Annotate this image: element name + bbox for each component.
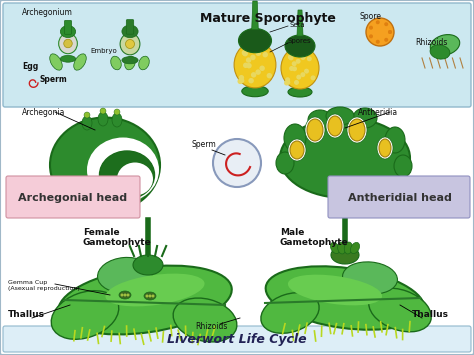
Ellipse shape <box>350 242 360 253</box>
Text: Spore: Spore <box>360 12 382 21</box>
Circle shape <box>242 51 248 56</box>
Ellipse shape <box>173 298 237 342</box>
FancyBboxPatch shape <box>3 3 471 107</box>
Ellipse shape <box>379 139 391 157</box>
Ellipse shape <box>344 242 352 254</box>
Ellipse shape <box>276 152 294 174</box>
Text: Sperm: Sperm <box>192 140 217 149</box>
Circle shape <box>255 69 261 75</box>
Ellipse shape <box>119 291 131 299</box>
Circle shape <box>292 61 297 66</box>
Ellipse shape <box>122 25 138 38</box>
Ellipse shape <box>347 117 367 143</box>
Ellipse shape <box>308 110 332 130</box>
Circle shape <box>301 72 305 77</box>
Ellipse shape <box>288 139 306 161</box>
Ellipse shape <box>385 127 405 153</box>
Ellipse shape <box>288 87 312 97</box>
Ellipse shape <box>353 108 377 128</box>
Text: Female
Gametophyte: Female Gametophyte <box>83 228 152 247</box>
Ellipse shape <box>51 291 119 339</box>
Circle shape <box>310 75 316 80</box>
Circle shape <box>146 295 148 297</box>
Text: Antheridia: Antheridia <box>358 108 398 117</box>
Text: Liverwort Life Cycle: Liverwort Life Cycle <box>167 333 307 346</box>
Text: Rhizoids: Rhizoids <box>195 322 228 331</box>
Text: Male
Gametophyte: Male Gametophyte <box>280 228 349 247</box>
Circle shape <box>152 295 155 297</box>
Circle shape <box>285 80 290 85</box>
Ellipse shape <box>285 35 315 57</box>
Ellipse shape <box>290 141 304 159</box>
Ellipse shape <box>98 257 153 293</box>
Circle shape <box>300 51 305 56</box>
Ellipse shape <box>242 86 268 97</box>
Text: Gemma Cup
(Asexual reproduction): Gemma Cup (Asexual reproduction) <box>8 280 80 291</box>
Ellipse shape <box>337 242 346 254</box>
FancyBboxPatch shape <box>64 20 72 34</box>
Circle shape <box>384 38 388 42</box>
FancyBboxPatch shape <box>3 326 471 352</box>
Ellipse shape <box>284 124 306 152</box>
Circle shape <box>64 39 72 48</box>
Ellipse shape <box>133 255 163 275</box>
Circle shape <box>289 55 293 60</box>
Circle shape <box>124 294 127 296</box>
Ellipse shape <box>326 107 354 125</box>
Ellipse shape <box>238 28 272 53</box>
Circle shape <box>237 78 243 84</box>
Circle shape <box>369 34 373 38</box>
Ellipse shape <box>430 34 460 55</box>
Circle shape <box>100 108 106 114</box>
Text: Mature Sporophyte: Mature Sporophyte <box>200 12 336 25</box>
Polygon shape <box>252 1 258 29</box>
Circle shape <box>304 69 309 73</box>
Text: Egg: Egg <box>22 62 38 71</box>
Circle shape <box>246 63 252 69</box>
Ellipse shape <box>120 33 140 55</box>
Circle shape <box>376 20 380 24</box>
Circle shape <box>284 81 289 86</box>
Circle shape <box>114 109 120 115</box>
Ellipse shape <box>430 45 450 59</box>
Circle shape <box>288 54 293 60</box>
Ellipse shape <box>349 119 365 141</box>
Ellipse shape <box>117 163 153 196</box>
Circle shape <box>289 66 294 71</box>
Circle shape <box>255 50 261 56</box>
Circle shape <box>301 54 306 59</box>
Circle shape <box>307 56 312 61</box>
Ellipse shape <box>330 242 339 253</box>
Text: Embryo: Embryo <box>90 48 117 54</box>
Ellipse shape <box>125 56 135 70</box>
Ellipse shape <box>100 151 155 199</box>
Ellipse shape <box>261 293 319 333</box>
Ellipse shape <box>328 116 342 136</box>
Ellipse shape <box>234 42 276 88</box>
Circle shape <box>285 77 290 82</box>
Circle shape <box>148 295 152 297</box>
FancyBboxPatch shape <box>126 20 134 34</box>
Circle shape <box>238 75 244 81</box>
Circle shape <box>366 18 394 46</box>
Text: Thallus: Thallus <box>8 310 45 319</box>
Ellipse shape <box>105 274 205 306</box>
Ellipse shape <box>122 56 138 64</box>
Circle shape <box>255 49 261 55</box>
Circle shape <box>239 78 245 83</box>
Ellipse shape <box>112 113 122 127</box>
Text: Seta: Seta <box>290 22 306 28</box>
Polygon shape <box>297 10 303 36</box>
Circle shape <box>84 112 90 118</box>
Ellipse shape <box>343 262 397 294</box>
Circle shape <box>294 80 299 85</box>
Ellipse shape <box>50 118 160 213</box>
Ellipse shape <box>87 137 159 202</box>
Circle shape <box>292 66 297 71</box>
Circle shape <box>266 73 272 78</box>
Text: Thallus: Thallus <box>412 310 449 319</box>
Ellipse shape <box>307 119 323 141</box>
Text: Antheridial head: Antheridial head <box>348 193 452 203</box>
Ellipse shape <box>281 47 319 89</box>
